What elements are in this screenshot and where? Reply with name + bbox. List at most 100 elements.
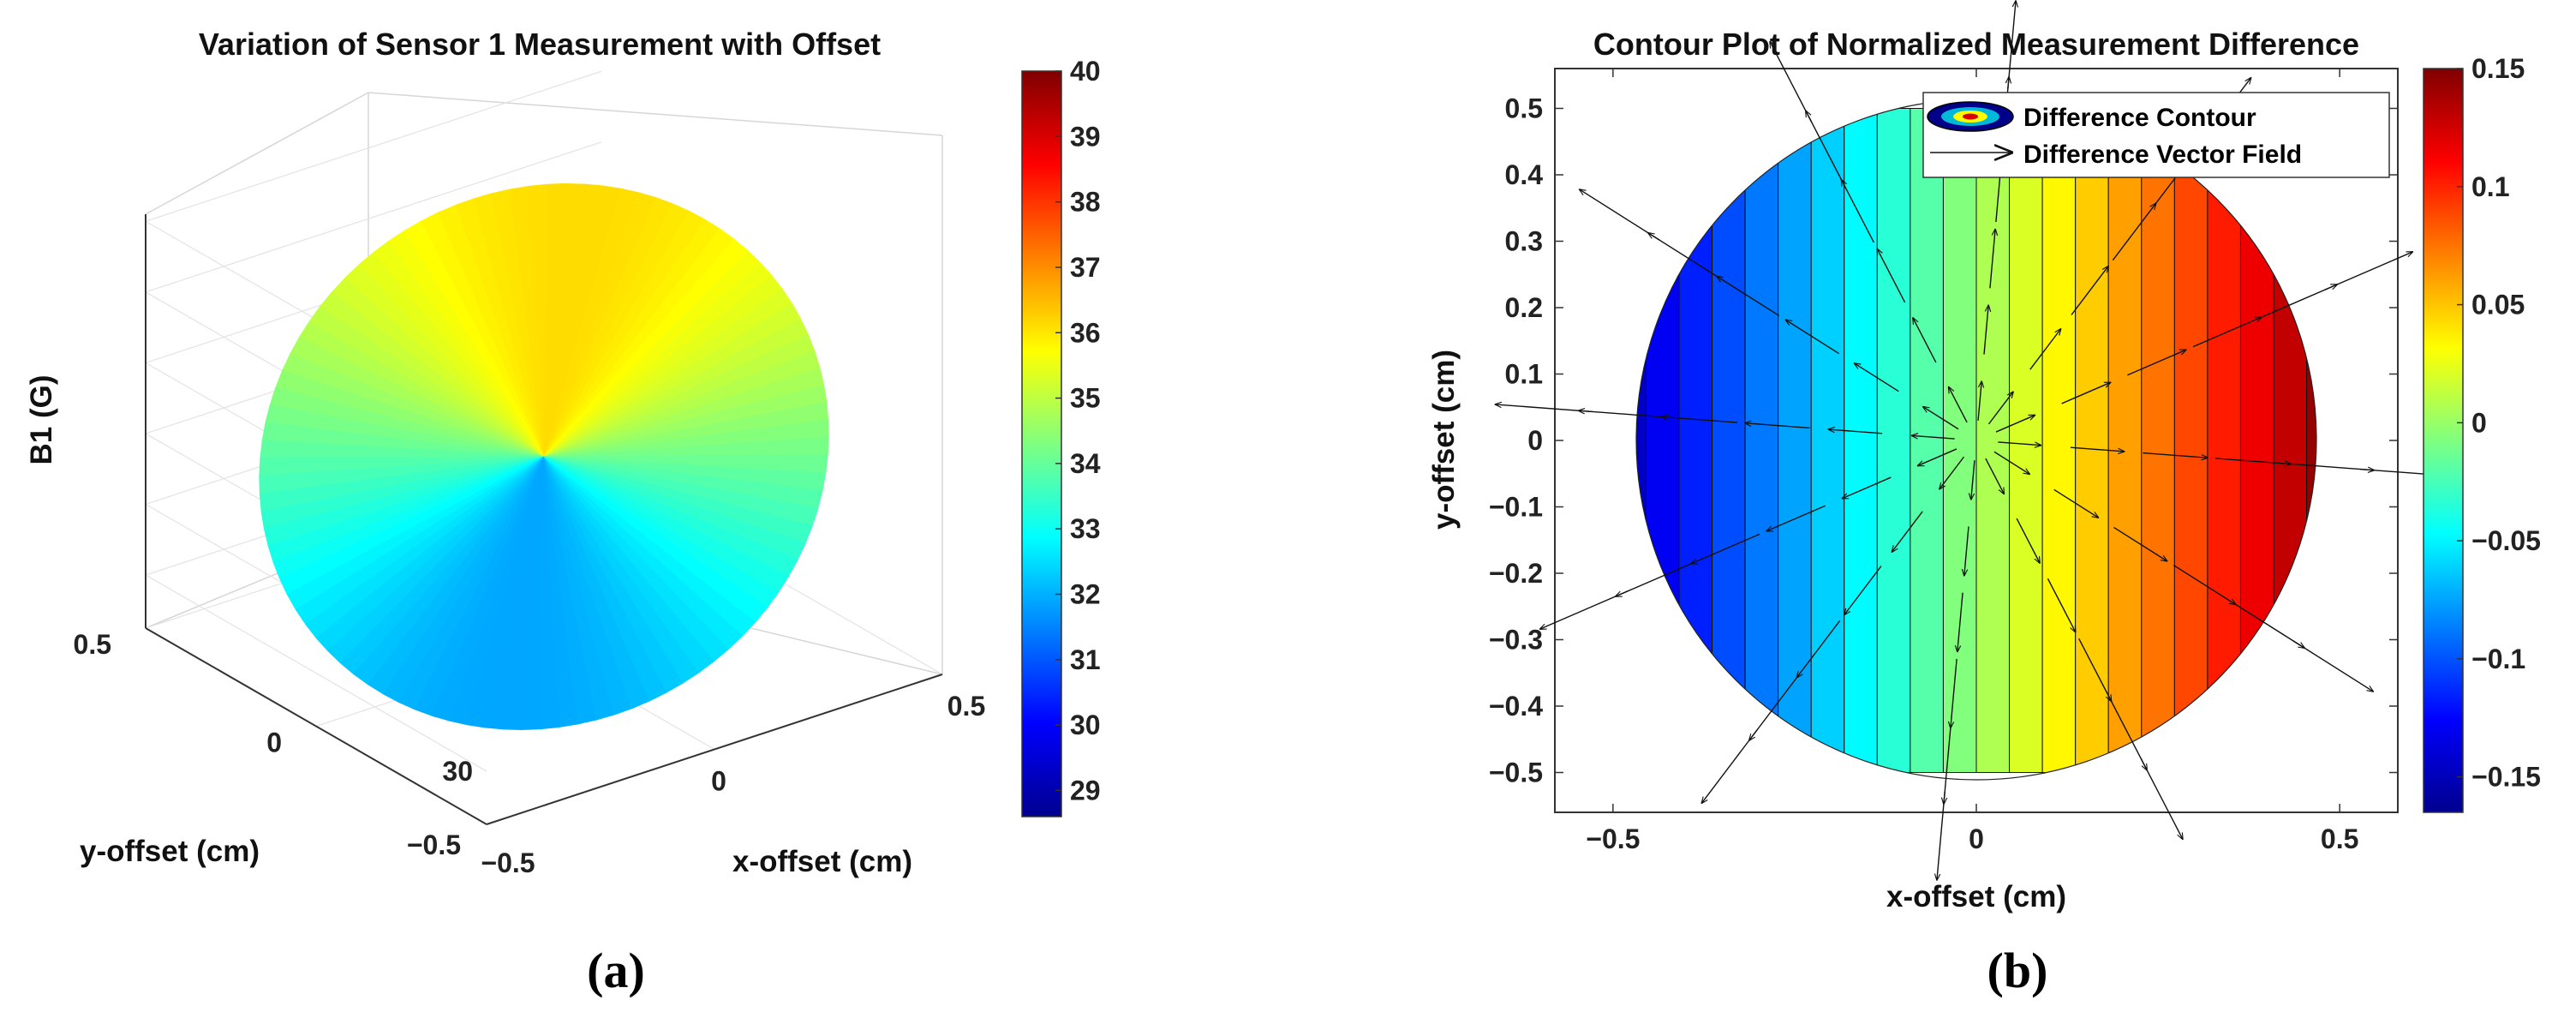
vector-arrow — [1661, 416, 1738, 423]
vector-arrow — [2140, 758, 2183, 840]
grid-line — [145, 141, 602, 293]
chart-a-zlabel: B1 (G) — [25, 375, 58, 465]
vector-arrow — [1987, 392, 2013, 425]
chart-b-colorbar — [2423, 68, 2464, 813]
contour-band — [1844, 108, 1878, 773]
colorbar-tick-label: 0.1 — [2471, 171, 2509, 202]
chart-b-ticks: −0.5 0 0.5 0.5 0.4 0.3 0.2 0.1 0 −0.1 −0.2 −0.3 −0.4… — [1489, 69, 2398, 854]
y-tick-label: 0.2 — [1505, 292, 1543, 323]
vector-arrow — [1995, 414, 2035, 433]
vector-arrow — [1854, 363, 1899, 392]
vector-arrow — [2047, 578, 2076, 632]
contour-band — [1876, 108, 1911, 773]
colorbar-tick-label: 0.15 — [2471, 53, 2525, 84]
colorbar-tick-label: 0 — [2471, 407, 2487, 438]
colorbar-tick-label: −0.05 — [2471, 525, 2541, 556]
colorbar-tick-label: 36 — [1070, 317, 1101, 348]
vector-arrow — [1951, 658, 1957, 728]
contour-band — [2075, 108, 2109, 773]
vector-arrow — [1971, 460, 1975, 500]
contour-band — [2041, 108, 2077, 773]
y-tick-label: −0.5 — [1489, 758, 1543, 788]
y-tick-label: −0.3 — [1489, 625, 1543, 656]
chart-a-colorbar — [1021, 70, 1062, 817]
y-tick-label: 0.1 — [1505, 359, 1543, 390]
vector-arrow — [1844, 566, 1882, 615]
legend-vector-label: Difference Vector Field — [2023, 141, 2302, 169]
x-tick-label: −0.5 — [1586, 823, 1640, 854]
vector-arrow — [1998, 441, 2041, 446]
y-tick-label: −0.1 — [1489, 492, 1543, 523]
vector-arrow — [1539, 590, 1629, 630]
vector-arrow — [2324, 251, 2413, 291]
colorbar-tick-label: 33 — [1070, 513, 1101, 544]
vector-arrow — [1917, 448, 1957, 467]
y-tick-label: 0.3 — [1505, 226, 1543, 257]
vector-arrow — [1842, 476, 1892, 500]
x-tick-label: 0 — [1969, 823, 1984, 854]
contour-band — [2141, 108, 2175, 773]
y-tick-label: 0 — [1527, 425, 1543, 456]
vector-arrow — [2143, 452, 2208, 458]
chart-a-xlabel: x-offset (cm) — [732, 845, 912, 878]
vector-arrow — [2173, 564, 2236, 605]
x-tick-label: 0.5 — [2321, 823, 2358, 854]
colorbar-tick-label: 38 — [1070, 187, 1101, 218]
x-tick-label: 0 — [711, 766, 726, 797]
y-tick-label: −0.5 — [407, 829, 461, 860]
vector-arrow — [1828, 429, 1883, 434]
contour-band — [1910, 108, 1944, 773]
vector-arrow — [1964, 526, 1969, 576]
vector-arrow — [1989, 229, 1995, 289]
vector-arrow — [2071, 266, 2108, 315]
vector-arrow — [1877, 249, 1906, 303]
y-tick-label: 0.4 — [1505, 159, 1544, 190]
vector-arrow — [1922, 406, 1959, 430]
chart-a-surface — [259, 183, 829, 730]
vector-arrow — [1717, 276, 1780, 317]
vector-arrow — [2192, 316, 2262, 348]
colorbar-tick-label: 0.05 — [2471, 290, 2525, 320]
vector-arrow — [1744, 423, 1810, 429]
contour-band — [2009, 108, 2043, 773]
caption-b: (b) — [1987, 943, 2048, 998]
colorbar-tick-label: 37 — [1070, 252, 1101, 283]
vector-arrow — [1495, 404, 1593, 413]
vector-arrow — [2109, 698, 2148, 770]
chart-b-vector-field — [1495, 0, 2458, 880]
grid-line — [145, 574, 487, 772]
caption-a: (a) — [587, 943, 645, 998]
vector-arrow — [2078, 638, 2112, 702]
vector-arrow — [1785, 320, 1839, 355]
vector-arrow — [1913, 317, 1937, 363]
vector-arrow — [2214, 458, 2292, 464]
contour-band — [1744, 108, 1779, 773]
contour-band — [1810, 108, 1845, 773]
panel-a: Variation of Sensor 1 Measurement with O… — [25, 27, 1101, 998]
vector-arrow — [2070, 446, 2125, 452]
vector-arrow — [1977, 380, 1981, 421]
vector-arrow — [1985, 458, 2005, 494]
legend-contour-label: Difference Contour — [2023, 104, 2256, 132]
vector-arrow — [1766, 505, 1826, 532]
contour-band — [2306, 108, 2316, 773]
y-tick-label: 0.5 — [74, 629, 111, 660]
contour-band — [1778, 108, 1812, 773]
vector-arrow — [2029, 328, 2061, 370]
panel-b: Contour Plot of Normalized Measurement D… — [1427, 0, 2541, 998]
chart-b-ylabel: y-offset (cm) — [1427, 350, 1461, 530]
grid-line — [145, 70, 602, 222]
z-tick-label: 30 — [442, 756, 473, 787]
colorbar-tick-label: 34 — [1070, 448, 1101, 479]
vector-arrow — [2258, 284, 2338, 320]
vector-arrow — [1796, 620, 1841, 678]
contour-band — [2107, 108, 2143, 773]
contour-band — [1942, 108, 1977, 773]
vector-arrow — [1993, 451, 2030, 474]
chart-b-xlabel: x-offset (cm) — [1886, 880, 2066, 913]
surface-facet — [543, 456, 790, 593]
chart-a-ylabel: y-offset (cm) — [80, 835, 260, 868]
legend-contour-swatch — [1927, 101, 2014, 132]
vector-arrow — [2016, 518, 2040, 564]
